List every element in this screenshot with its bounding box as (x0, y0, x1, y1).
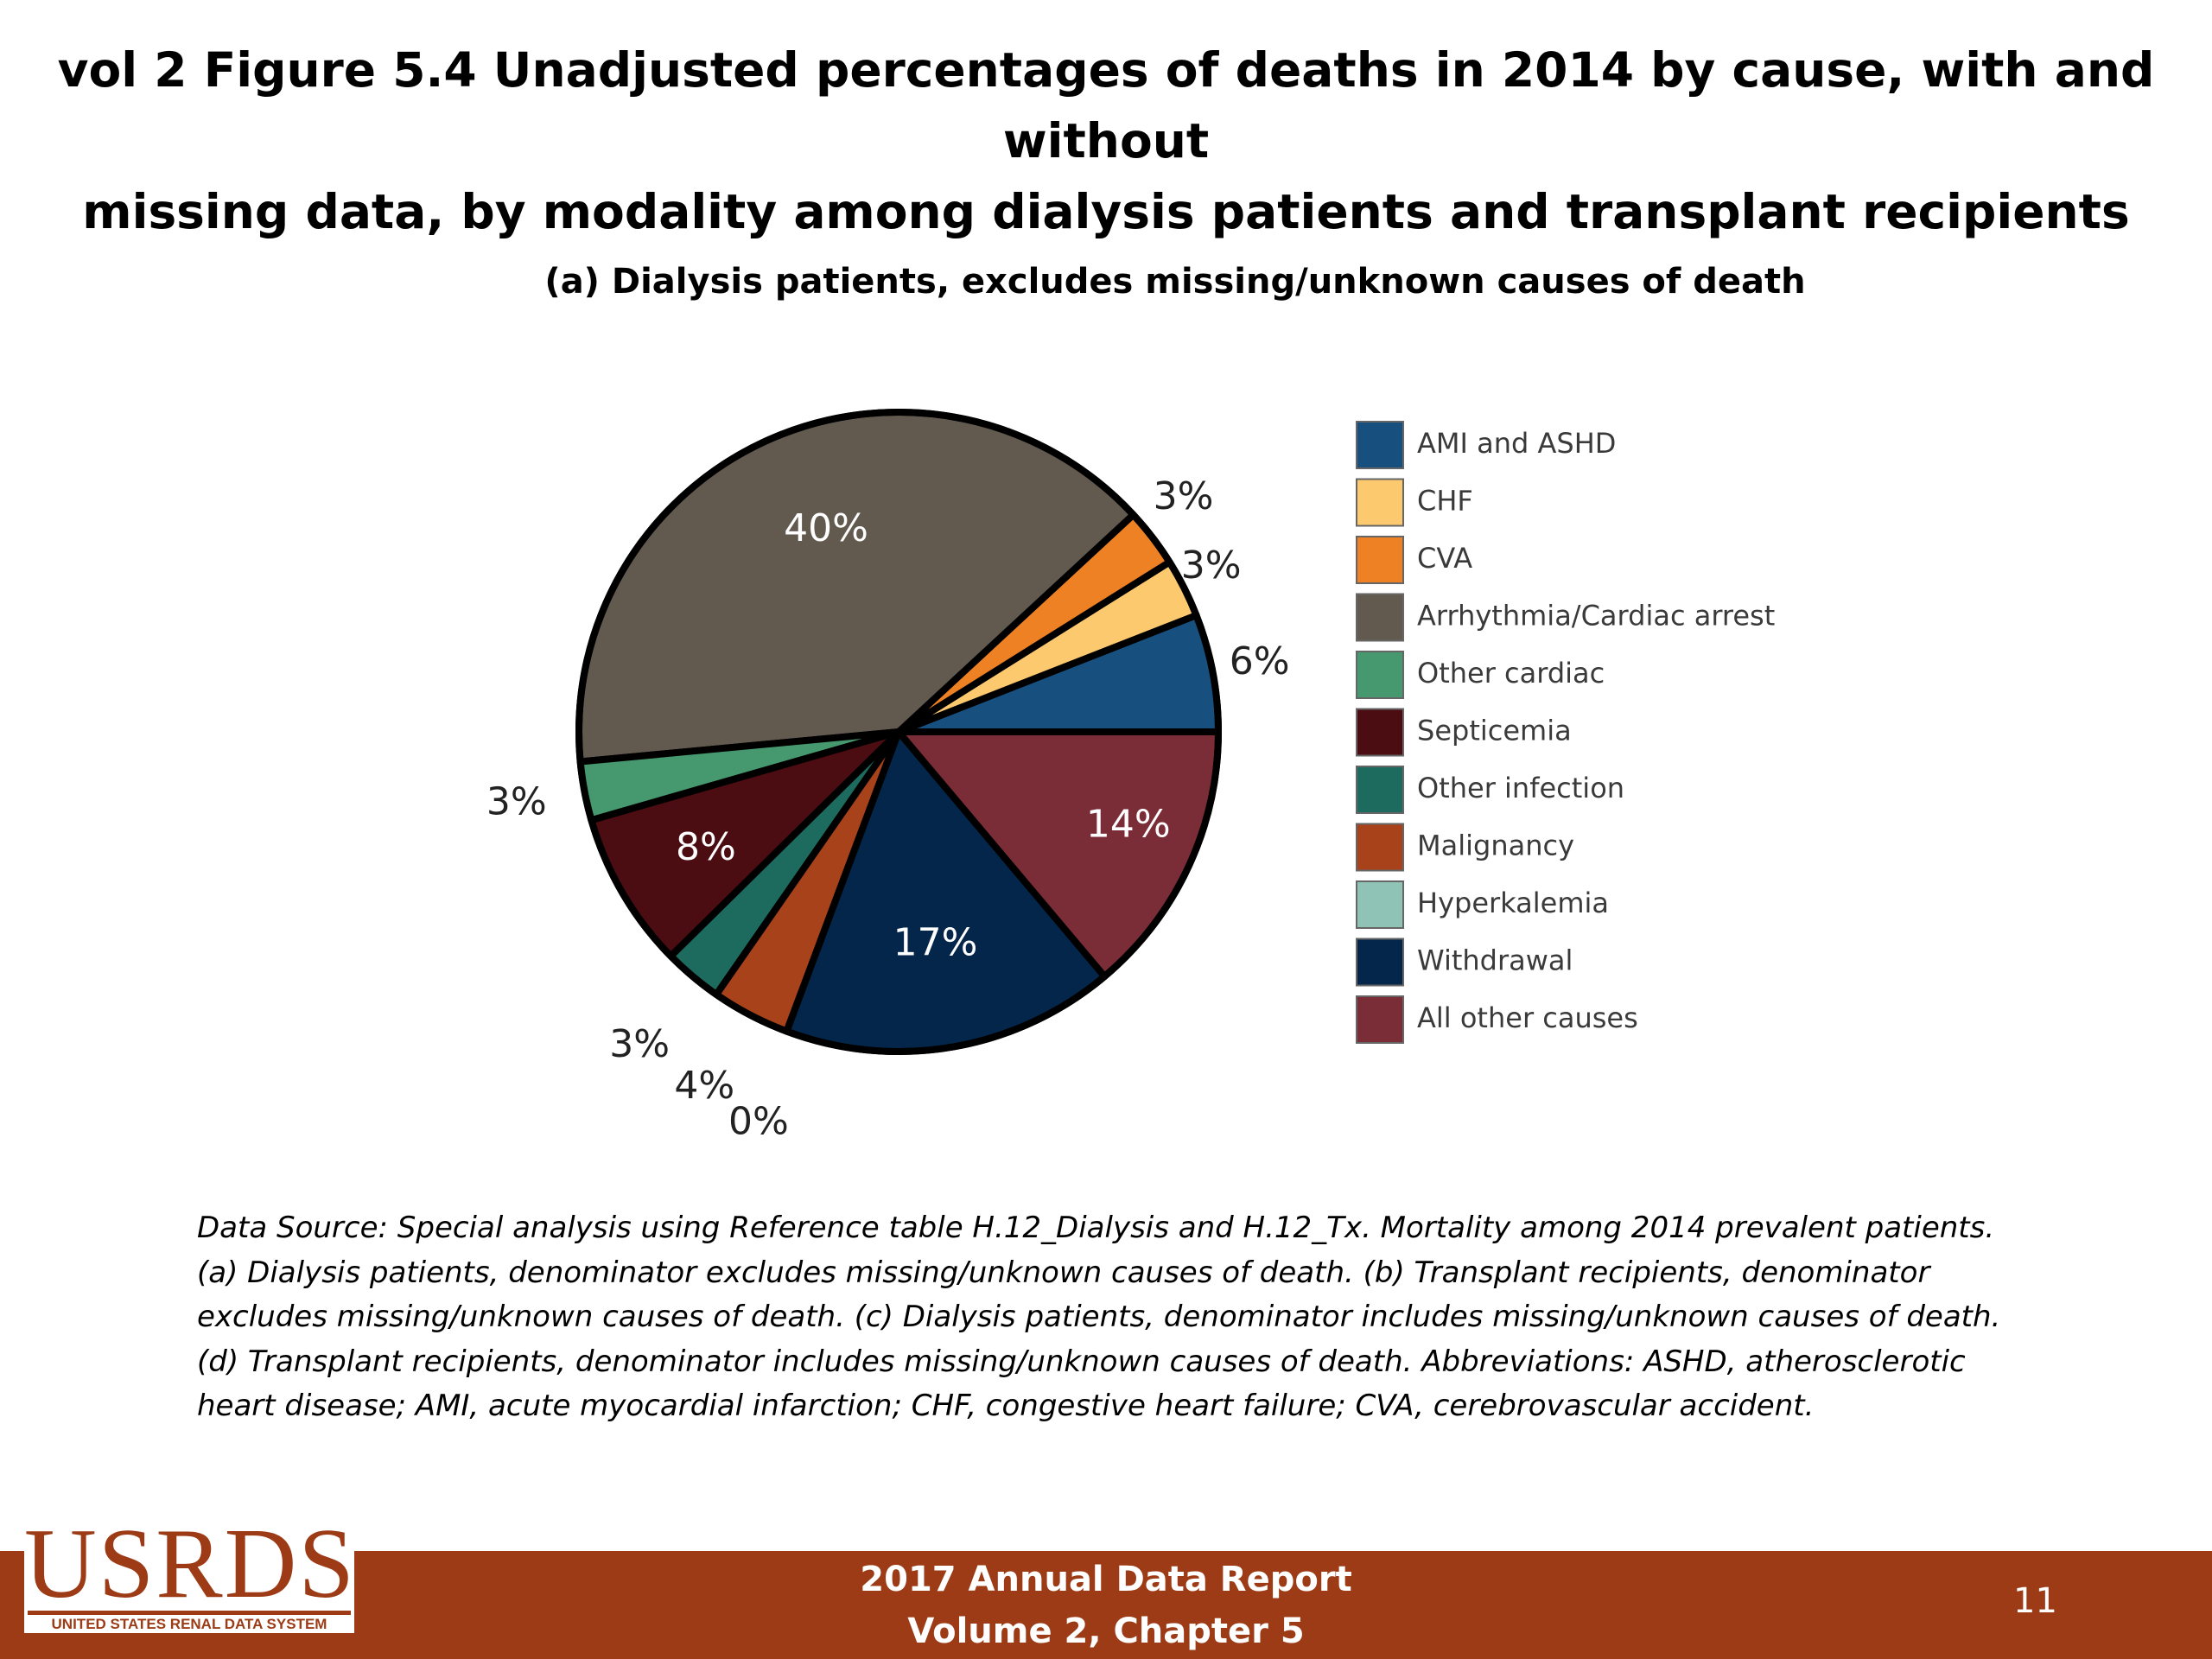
data-label-arrhythmia-cardiac-arrest: 40% (784, 506, 868, 550)
legend-swatch-withdrawal (1356, 938, 1404, 987)
legend-swatch-arrhythmia-cardiac-arrest (1356, 593, 1404, 642)
data-label-chf: 3% (1181, 543, 1242, 588)
data-label-cva: 3% (1154, 474, 1214, 518)
legend-label-other-infection: Other infection (1417, 772, 1624, 804)
chart-legend: AMI and ASHD CHF CVA Arrhythmia/Cardiac arr… (1356, 421, 1775, 1044)
logo-tagline: UNITED STATES RENAL DATA SYSTEM (51, 1616, 327, 1632)
note-line-2: (a) Dialysis patients, denominator exclu… (197, 1255, 1930, 1290)
logo-wordmark: USRDS (24, 1509, 356, 1619)
footer-line-2: Volume 2, Chapter 5 (907, 1611, 1305, 1651)
pie-slices (575, 409, 1222, 1055)
data-label-all-other-causes: 14% (1086, 803, 1171, 847)
data-label-septicemia: 8% (676, 825, 736, 869)
footer-line-1: 2017 Annual Data Report (860, 1560, 1352, 1599)
legend-swatch-ami-and-ashd (1356, 421, 1404, 469)
page-number: 11 (2013, 1581, 2057, 1621)
pie-data-labels: 6%3%3%40%3%8%3%4%0%17%14% (486, 474, 1290, 1144)
footer-report-title: 2017 Annual Data Report Volume 2, Chapte… (0, 1554, 2212, 1657)
figure-title-line-1: vol 2 Figure 5.4 Unadjusted percentages … (57, 42, 2155, 168)
legend-swatch-other-cardiac (1356, 651, 1404, 699)
pie-outline (575, 409, 1222, 1055)
note-line-5: heart disease; AMI, acute myocardial inf… (197, 1389, 1815, 1423)
legend-label-ami-and-ashd: AMI and ASHD (1417, 427, 1616, 460)
logo-rule (28, 1611, 351, 1615)
data-label-hyperkalemia: 0% (728, 1099, 789, 1143)
legend-swatch-cva (1356, 536, 1404, 584)
legend-label-arrhythmia-cardiac-arrest: Arrhythmia/Cardiac arrest (1417, 600, 1775, 632)
figure-title-line-2: missing data, by modality among dialysis… (82, 184, 2130, 239)
legend-swatch-septicemia (1356, 708, 1404, 757)
legend-label-other-cardiac: Other cardiac (1417, 657, 1605, 690)
legend-swatch-malignancy (1356, 823, 1404, 872)
legend-label-all-other-causes: All other causes (1417, 1001, 1638, 1034)
note-line-1: Data Source: Special analysis using Refe… (197, 1211, 1995, 1245)
legend-swatch-other-infection (1356, 766, 1404, 814)
legend-swatch-hyperkalemia (1356, 880, 1404, 929)
data-label-other-cardiac: 3% (486, 779, 547, 823)
data-label-other-infection: 3% (609, 1022, 670, 1066)
figure-title: vol 2 Figure 5.4 Unadjusted percentages … (0, 35, 2212, 247)
legend-label-cva: CVA (1417, 542, 1472, 575)
legend-label-chf: CHF (1417, 485, 1473, 518)
legend-label-septicemia: Septicemia (1417, 715, 1572, 747)
legend-label-withdrawal: Withdrawal (1417, 944, 1573, 977)
chart-title: (a) Dialysis patients, excludes missing/… (544, 262, 1806, 302)
data-source-note: Data Source: Special analysis using Refe… (197, 1206, 2046, 1429)
legend-label-malignancy: Malignancy (1417, 830, 1574, 862)
legend-swatch-all-other-causes (1356, 995, 1404, 1044)
data-label-malignancy: 4% (674, 1064, 734, 1108)
legend-swatch-chf (1356, 478, 1404, 527)
note-line-3: excludes missing/unknown causes of death… (197, 1300, 2001, 1334)
note-line-4: (d) Transplant recipients, denominator i… (197, 1344, 1966, 1379)
data-label-withdrawal: 17% (893, 920, 978, 964)
data-label-ami-and-ashd: 6% (1230, 639, 1290, 683)
legend-label-hyperkalemia: Hyperkalemia (1417, 887, 1609, 919)
footer-bar (0, 1551, 2212, 1659)
usrds-logo: USRDS UNITED STATES RENAL DATA SYSTEM (24, 1514, 354, 1633)
